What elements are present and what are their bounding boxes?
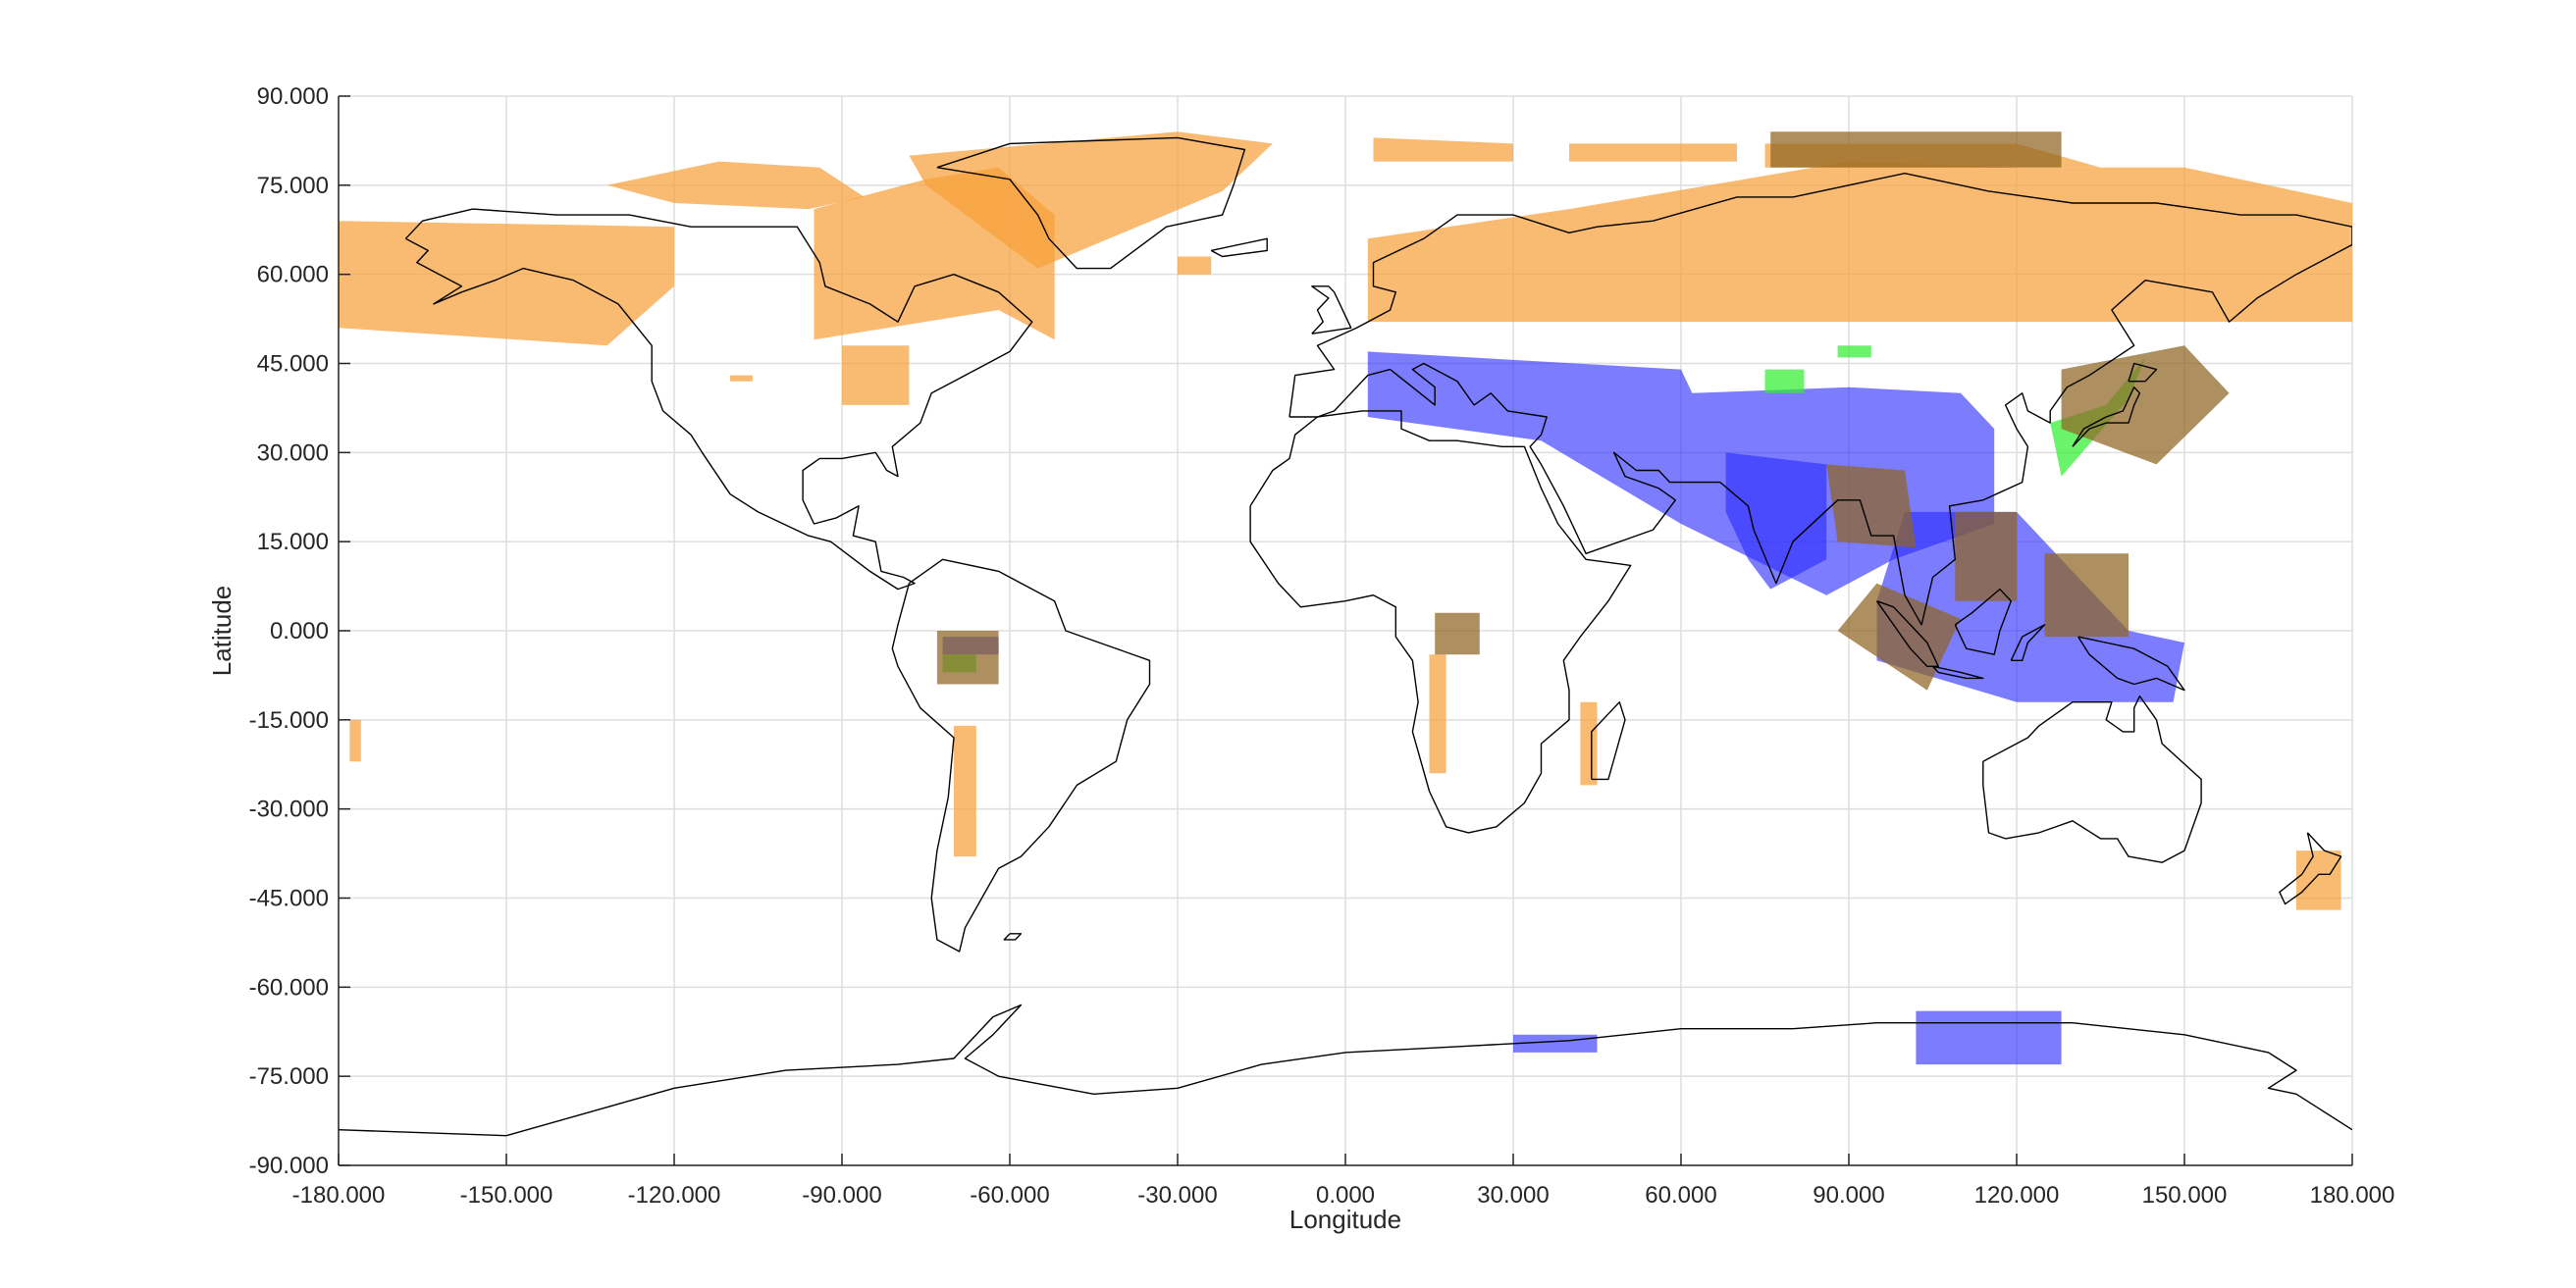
orange-coverage-region bbox=[1367, 161, 2352, 323]
coastline bbox=[1591, 701, 1626, 781]
x-tick-label: -150.000 bbox=[460, 1182, 553, 1209]
coastline bbox=[891, 558, 1151, 953]
coastline bbox=[1311, 285, 1352, 335]
orange-coverage-region bbox=[954, 725, 976, 857]
y-tick-label: 30.000 bbox=[257, 439, 329, 466]
blue-coverage-region bbox=[1725, 452, 1827, 590]
orange-coverage-region bbox=[730, 375, 753, 382]
green-coverage-region bbox=[1837, 345, 1871, 358]
orange-coverage-region bbox=[1178, 256, 1212, 275]
coastline bbox=[1249, 410, 1632, 834]
y-tick-label: -75.000 bbox=[249, 1063, 329, 1090]
x-tick-label: 150.000 bbox=[2142, 1182, 2228, 1209]
coastline bbox=[2128, 362, 2158, 383]
coastline bbox=[1288, 172, 2352, 626]
coastline bbox=[1003, 933, 1023, 941]
coastline bbox=[1982, 695, 2202, 863]
blue-coverage-region bbox=[1513, 1034, 1598, 1053]
y-tick-label: 60.000 bbox=[257, 262, 329, 288]
y-tick-label: 90.000 bbox=[257, 83, 329, 110]
x-tick-label: -60.000 bbox=[970, 1182, 1049, 1209]
orange-coverage-region bbox=[349, 719, 361, 762]
x-tick-label: -90.000 bbox=[802, 1182, 881, 1209]
brown-coverage-region bbox=[1826, 464, 1917, 548]
axes bbox=[338, 95, 2353, 1166]
orange-coverage-region bbox=[2296, 850, 2341, 910]
orange-coverage-region bbox=[1580, 701, 1598, 786]
y-tick-label: 0.000 bbox=[270, 618, 329, 644]
coastline bbox=[2072, 386, 2141, 447]
x-tick-label: -120.000 bbox=[628, 1182, 721, 1209]
brown-coverage-region bbox=[2044, 553, 2129, 638]
y-tick-label: 15.000 bbox=[257, 529, 329, 555]
green-coverage-region bbox=[1764, 369, 1805, 393]
orange-coverage-region bbox=[1429, 654, 1446, 774]
orange-coverage-region bbox=[814, 167, 1055, 340]
x-axis-label: Longitude bbox=[1289, 1205, 1401, 1234]
blue-coverage-region bbox=[1916, 1010, 2062, 1065]
coastline bbox=[2077, 636, 2185, 692]
coastline bbox=[404, 208, 1033, 591]
orange-coverage-region bbox=[1373, 137, 1513, 162]
y-tick-label: 75.000 bbox=[257, 173, 329, 199]
coastline bbox=[1931, 665, 1984, 680]
x-tick-labels: -180.000 -150.000 -120.000 -90.000 -60.000 -3… bbox=[292, 1182, 2395, 1209]
brown-coverage-region bbox=[1837, 583, 1961, 691]
coastline bbox=[2279, 832, 2342, 905]
brown-coverage-region bbox=[1435, 612, 1480, 655]
x-tick-label: 90.000 bbox=[1813, 1182, 1884, 1209]
x-tick-label: 120.000 bbox=[1974, 1182, 2060, 1209]
x-tick-label: 180.000 bbox=[2310, 1182, 2395, 1209]
y-tick-label: -30.000 bbox=[249, 797, 329, 823]
brown-coverage-region bbox=[2061, 345, 2230, 465]
orange-coverage-region bbox=[1569, 143, 1737, 162]
orange-coverage-region bbox=[842, 345, 910, 405]
x-tick-label: 30.000 bbox=[1477, 1182, 1549, 1209]
data-regions bbox=[339, 131, 2352, 1065]
y-axis-label: Latitude bbox=[207, 586, 237, 677]
y-tick-label: 45.000 bbox=[257, 351, 329, 378]
brown-coverage-region bbox=[936, 631, 999, 685]
brown-coverage-region bbox=[1955, 511, 2017, 601]
coastline bbox=[1210, 237, 1268, 258]
y-tick-label: -15.000 bbox=[249, 707, 329, 734]
y-tick-label: -45.000 bbox=[249, 886, 329, 912]
orange-coverage-region bbox=[606, 161, 865, 210]
x-tick-label: 60.000 bbox=[1645, 1182, 1716, 1209]
coastline bbox=[339, 1004, 2352, 1137]
blue-coverage-region bbox=[1876, 511, 2184, 702]
x-tick-label: -30.000 bbox=[1137, 1182, 1217, 1209]
coastlines bbox=[339, 136, 2352, 1137]
coastline bbox=[936, 136, 1246, 270]
x-tick-label: -180.000 bbox=[292, 1182, 386, 1209]
x-tick-label: 0.000 bbox=[1316, 1182, 1375, 1209]
coastline bbox=[2010, 624, 2046, 661]
coastline bbox=[1954, 588, 2013, 655]
coastline bbox=[1875, 600, 1939, 667]
y-tick-labels: 90.000 75.000 60.000 45.000 30.000 15.000 0.00… bbox=[249, 83, 329, 1179]
y-tick-label: -60.000 bbox=[249, 974, 329, 1001]
orange-coverage-region bbox=[339, 221, 674, 346]
brown-coverage-region bbox=[1770, 131, 2062, 168]
y-tick-label: -90.000 bbox=[249, 1153, 329, 1179]
